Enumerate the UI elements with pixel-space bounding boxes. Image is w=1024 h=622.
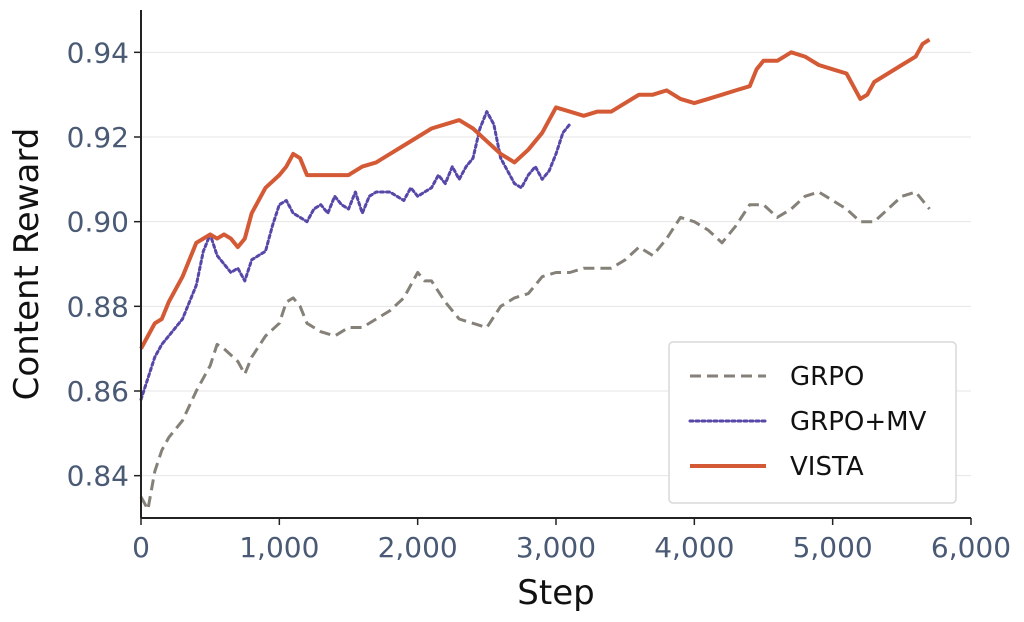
x-tick-label: 0 — [132, 531, 150, 564]
x-tick-label: 3,000 — [516, 531, 596, 564]
y-axis-label: Content Reward — [7, 128, 47, 401]
y-tick-label: 0.84 — [67, 460, 129, 493]
x-tick-label: 6,000 — [931, 531, 1011, 564]
y-tick-label: 0.90 — [67, 206, 129, 239]
y-tick-label: 0.88 — [67, 290, 129, 323]
series-line-vista — [139, 37, 931, 350]
x-tick-label: 4,000 — [654, 531, 734, 564]
y-tick-label: 0.92 — [67, 121, 129, 154]
x-tick-label: 5,000 — [793, 531, 873, 564]
y-tick-label: 0.94 — [67, 36, 129, 69]
series-line-grpo — [139, 190, 931, 511]
x-axis-label: Step — [517, 573, 594, 613]
y-ticks: 0.84 0.86 0.88 0.90 0.92 0.94 — [67, 36, 141, 493]
series-layer — [139, 37, 931, 511]
x-tick-label: 2,000 — [378, 531, 458, 564]
legend: GRPO GRPO+MV VISTA — [668, 341, 957, 504]
legend-label-grpo-mv: GRPO+MV — [790, 407, 927, 437]
series-line-grpo-mv — [139, 110, 572, 401]
legend-box — [668, 341, 957, 504]
legend-label-grpo: GRPO — [790, 362, 864, 392]
x-ticks: 0 1,000 2,000 3,000 4,000 5,000 6,000 — [132, 518, 1011, 564]
y-tick-label: 0.86 — [67, 375, 129, 408]
legend-label-vista: VISTA — [790, 452, 864, 482]
x-tick-label: 1,000 — [239, 531, 319, 564]
